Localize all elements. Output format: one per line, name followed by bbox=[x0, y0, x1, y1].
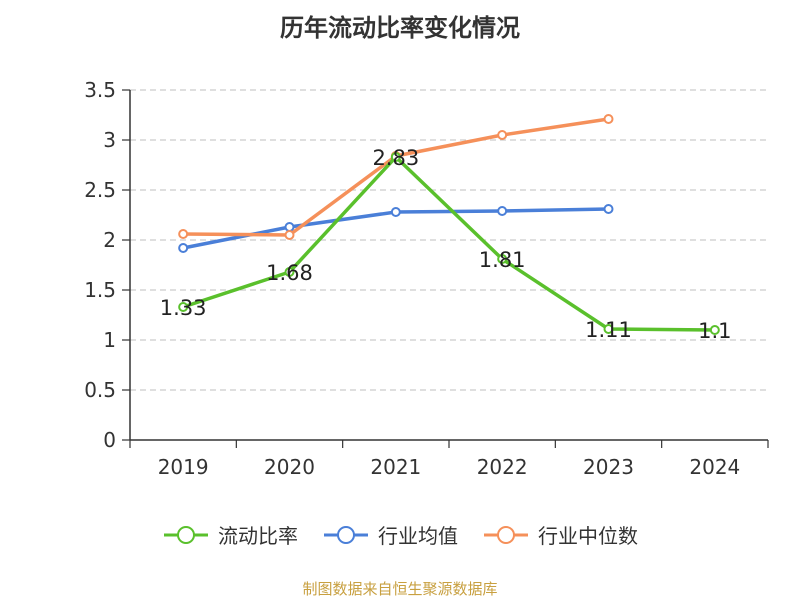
data-point bbox=[178, 302, 189, 312]
data-labels: 1.33 1.68 2.83 1.81 1.11 1.1 bbox=[160, 146, 732, 343]
series-line-2 bbox=[183, 117, 609, 237]
data-point bbox=[709, 325, 720, 335]
data-point bbox=[390, 152, 401, 162]
y-tick-label: 1 bbox=[103, 328, 116, 352]
chart-title: 历年流动比率变化情况 bbox=[280, 14, 520, 42]
data-point bbox=[178, 229, 189, 239]
data-point bbox=[497, 254, 508, 264]
series-lines bbox=[178, 114, 720, 335]
data-label: 1.81 bbox=[479, 248, 526, 272]
data-point bbox=[603, 204, 614, 214]
data-label: 1.11 bbox=[585, 318, 632, 342]
legend-item[interactable]: 行业中位数 bbox=[482, 520, 638, 549]
legend-label: 流动比率 bbox=[218, 524, 298, 548]
grid-lines bbox=[130, 89, 768, 391]
x-tick-label: 2021 bbox=[370, 455, 421, 479]
legend-item[interactable]: 流动比率 bbox=[162, 520, 298, 549]
x-tick-label: 2023 bbox=[583, 455, 634, 479]
x-tick-label: 2020 bbox=[264, 455, 315, 479]
x-tick-label: 2022 bbox=[477, 455, 528, 479]
series-line-0 bbox=[182, 155, 715, 332]
y-tick-label: 2 bbox=[103, 228, 116, 252]
axes: 0 0.5 1 1.5 2 2.5 3 3.5 2019 2020 2021 2022 2023 2024 bbox=[84, 78, 769, 479]
legend-swatch bbox=[324, 525, 368, 544]
data-point bbox=[497, 206, 508, 216]
x-tick-label: 2024 bbox=[689, 455, 740, 479]
source-note: 制图数据来自恒生聚源数据库 bbox=[302, 580, 498, 598]
y-tick-label: 3 bbox=[103, 128, 116, 152]
data-point bbox=[603, 114, 614, 124]
data-point bbox=[284, 267, 295, 277]
legend: 流动比率 行业均值 行业中位数 bbox=[0, 520, 800, 549]
data-label: 1.68 bbox=[266, 261, 313, 285]
y-tick-label: 3.5 bbox=[84, 78, 116, 102]
legend-label: 行业中位数 bbox=[538, 524, 638, 548]
legend-swatch bbox=[484, 525, 528, 544]
x-tick-label: 2019 bbox=[158, 455, 209, 479]
data-point bbox=[497, 130, 508, 140]
data-point bbox=[284, 230, 295, 240]
y-tick-label: 2.5 bbox=[84, 178, 116, 202]
data-label: 1.33 bbox=[160, 296, 207, 320]
data-label: 2.83 bbox=[372, 146, 419, 170]
y-tick-label: 0.5 bbox=[84, 378, 116, 402]
data-point bbox=[178, 243, 189, 253]
y-tick-label: 0 bbox=[103, 428, 116, 452]
data-point bbox=[284, 222, 295, 232]
legend-label: 行业均值 bbox=[378, 524, 458, 548]
legend-swatch bbox=[164, 525, 208, 544]
data-point bbox=[390, 207, 401, 217]
y-tick-label: 1.5 bbox=[84, 278, 116, 302]
data-point bbox=[603, 324, 614, 334]
data-label: 1.1 bbox=[698, 319, 731, 343]
legend-item[interactable]: 行业均值 bbox=[322, 520, 458, 549]
